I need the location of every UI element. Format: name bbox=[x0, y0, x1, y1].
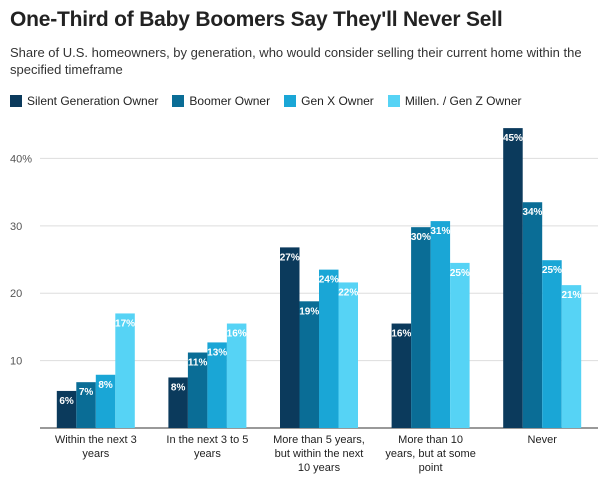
data-label: 21% bbox=[561, 290, 581, 301]
chart-subtitle: Share of U.S. homeowners, by generation,… bbox=[10, 45, 582, 77]
chart-title: One-Third of Baby Boomers Say They'll Ne… bbox=[10, 8, 503, 31]
legend-swatch bbox=[10, 95, 22, 107]
data-label: 8% bbox=[98, 380, 113, 391]
bar bbox=[207, 342, 227, 428]
bar bbox=[299, 301, 319, 428]
data-label: 13% bbox=[207, 347, 227, 358]
legend-label: Millen. / Gen Z Owner bbox=[404, 94, 522, 108]
x-tick-label: Within the next 3 bbox=[55, 434, 137, 446]
data-label: 16% bbox=[391, 329, 411, 340]
x-tick-label: years bbox=[82, 448, 109, 460]
data-label: 45% bbox=[503, 133, 523, 144]
bar bbox=[187, 352, 208, 428]
y-tick-label: 40% bbox=[10, 153, 32, 165]
bar bbox=[115, 313, 135, 428]
bar bbox=[280, 247, 300, 428]
x-tick-label: More than 10 bbox=[398, 434, 463, 446]
data-label: 27% bbox=[280, 252, 300, 263]
data-label: 7% bbox=[79, 387, 94, 398]
x-tick-label: but within the next bbox=[275, 448, 364, 460]
x-tick-label: years bbox=[194, 448, 221, 460]
legend-label: Boomer Owner bbox=[189, 94, 271, 108]
data-label: 19% bbox=[299, 306, 319, 317]
y-tick-label: 10 bbox=[10, 356, 22, 368]
bar bbox=[338, 282, 358, 428]
bar bbox=[76, 382, 96, 428]
data-label: 34% bbox=[522, 207, 542, 218]
data-label: 25% bbox=[450, 268, 470, 279]
x-tick-label: 10 years bbox=[298, 462, 341, 474]
legend-item-silent: Silent Generation Owner bbox=[10, 94, 158, 108]
data-label: 17% bbox=[115, 318, 135, 329]
data-label: 16% bbox=[227, 329, 247, 340]
bar bbox=[168, 377, 188, 428]
bar bbox=[503, 128, 523, 428]
legend-label: Silent Generation Owner bbox=[27, 94, 159, 108]
bar bbox=[56, 390, 77, 428]
bar bbox=[319, 269, 339, 428]
data-label: 6% bbox=[59, 396, 74, 407]
legend-item-boomer: Boomer Owner bbox=[172, 94, 270, 108]
x-tick-label: In the next 3 to 5 bbox=[166, 434, 248, 446]
x-tick-label: More than 5 years, bbox=[273, 434, 365, 446]
data-label: 24% bbox=[319, 275, 339, 286]
bar bbox=[226, 323, 247, 428]
legend-swatch bbox=[172, 95, 185, 107]
data-label: 8% bbox=[171, 382, 186, 393]
bar bbox=[450, 262, 470, 428]
legend-item-genx: Gen X Owner bbox=[284, 94, 374, 108]
data-label: 30% bbox=[411, 232, 431, 243]
x-tick-label: Never bbox=[528, 434, 558, 446]
bar bbox=[411, 227, 431, 428]
bar bbox=[95, 374, 116, 428]
bar bbox=[430, 221, 451, 428]
bar bbox=[542, 260, 562, 428]
legend-label: Gen X Owner bbox=[301, 94, 374, 108]
data-label: 22% bbox=[338, 287, 358, 298]
legend-item-millennial: Millen. / Gen Z Owner bbox=[387, 94, 522, 108]
legend-swatch bbox=[387, 95, 400, 107]
data-label: 11% bbox=[188, 358, 208, 369]
legend: Silent Generation Owner Boomer Owner Gen… bbox=[10, 94, 522, 108]
x-tick-label: years, but at some bbox=[385, 448, 476, 460]
y-tick-label: 20 bbox=[10, 288, 22, 300]
bar bbox=[391, 323, 412, 428]
data-label: 25% bbox=[542, 265, 562, 276]
data-label: 31% bbox=[430, 226, 450, 237]
x-tick-label: point bbox=[419, 462, 443, 474]
legend-swatch bbox=[284, 95, 297, 107]
bar bbox=[561, 285, 582, 428]
bar bbox=[522, 202, 543, 428]
y-tick-label: 30 bbox=[10, 221, 22, 233]
